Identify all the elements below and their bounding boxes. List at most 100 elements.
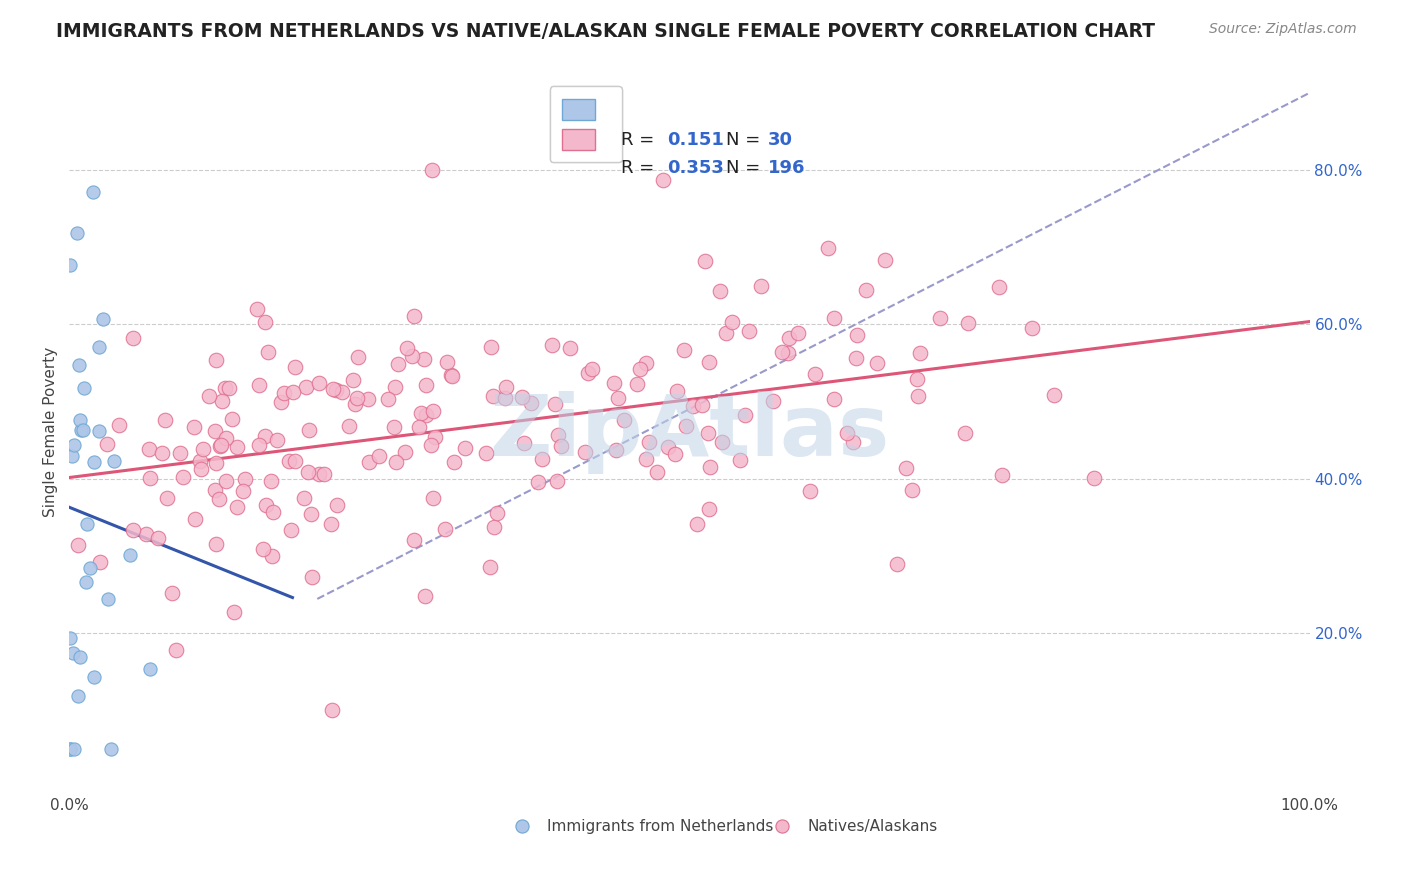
Point bbox=[297, 465, 319, 479]
Point bbox=[953, 425, 976, 440]
Point bbox=[387, 357, 409, 371]
Point bbox=[510, 390, 533, 404]
Point bbox=[72, 423, 94, 437]
Point bbox=[799, 483, 821, 498]
Point bbox=[97, 592, 120, 607]
Y-axis label: Single Female Poverty: Single Female Poverty bbox=[44, 347, 58, 517]
Point bbox=[292, 491, 315, 505]
Legend: , : , bbox=[550, 87, 621, 162]
Point bbox=[321, 516, 343, 531]
Point bbox=[66, 538, 89, 552]
Point bbox=[146, 531, 169, 545]
Point bbox=[260, 474, 283, 488]
Point bbox=[138, 442, 160, 456]
Point bbox=[70, 423, 93, 437]
Point bbox=[59, 631, 82, 645]
Point bbox=[73, 380, 96, 394]
Point bbox=[394, 445, 416, 459]
Point bbox=[60, 449, 83, 463]
Point bbox=[436, 355, 458, 369]
Point bbox=[153, 413, 176, 427]
Point bbox=[479, 340, 502, 354]
Point bbox=[422, 404, 444, 418]
Point bbox=[190, 462, 212, 476]
Point bbox=[100, 741, 122, 756]
Point bbox=[280, 523, 302, 537]
Point bbox=[835, 426, 858, 441]
Text: 30: 30 bbox=[768, 131, 793, 149]
Point bbox=[1042, 388, 1064, 402]
Point bbox=[786, 326, 808, 341]
Point bbox=[770, 822, 793, 837]
Point bbox=[252, 541, 274, 556]
Point bbox=[59, 258, 82, 272]
Point bbox=[699, 460, 721, 475]
Point bbox=[385, 455, 408, 469]
Point bbox=[150, 446, 173, 460]
Point bbox=[845, 327, 868, 342]
Point bbox=[59, 741, 82, 756]
Point bbox=[682, 400, 704, 414]
Point bbox=[208, 492, 231, 507]
Point bbox=[91, 312, 114, 326]
Point bbox=[770, 344, 793, 359]
Point bbox=[377, 392, 399, 407]
Point bbox=[295, 380, 318, 394]
Point bbox=[905, 372, 928, 386]
Point bbox=[402, 309, 425, 323]
Point bbox=[550, 439, 572, 453]
Point bbox=[211, 394, 233, 409]
Point bbox=[672, 343, 695, 357]
Point bbox=[482, 519, 505, 533]
Text: IMMIGRANTS FROM NETHERLANDS VS NATIVE/ALASKAN SINGLE FEMALE POVERTY CORRELATION : IMMIGRANTS FROM NETHERLANDS VS NATIVE/AL… bbox=[56, 22, 1156, 41]
Point bbox=[198, 389, 221, 403]
Point bbox=[63, 437, 86, 451]
Point bbox=[343, 397, 366, 411]
Point bbox=[530, 452, 553, 467]
Point bbox=[139, 470, 162, 484]
Point bbox=[886, 557, 908, 571]
Point bbox=[817, 241, 839, 255]
Point bbox=[605, 442, 627, 457]
Point bbox=[396, 341, 419, 355]
Point bbox=[1083, 471, 1105, 485]
Point bbox=[749, 279, 772, 293]
Point bbox=[494, 391, 516, 405]
Point bbox=[908, 346, 931, 360]
Point bbox=[183, 420, 205, 434]
Text: R =: R = bbox=[620, 159, 659, 177]
Point bbox=[423, 430, 446, 444]
Point bbox=[603, 376, 626, 391]
Point bbox=[402, 533, 425, 547]
Point bbox=[184, 512, 207, 526]
Point bbox=[218, 381, 240, 395]
Point bbox=[512, 436, 534, 450]
Point bbox=[233, 472, 256, 486]
Point bbox=[613, 413, 636, 427]
Point bbox=[83, 670, 105, 684]
Point bbox=[83, 455, 105, 469]
Point bbox=[193, 442, 215, 457]
Point bbox=[204, 537, 226, 551]
Point bbox=[607, 391, 630, 405]
Point bbox=[270, 395, 292, 409]
Point bbox=[675, 418, 697, 433]
Point bbox=[495, 380, 517, 394]
Point bbox=[135, 527, 157, 541]
Point bbox=[82, 185, 104, 199]
Text: Immigrants from Netherlands: Immigrants from Netherlands bbox=[547, 819, 773, 834]
Point bbox=[558, 341, 581, 355]
Point bbox=[156, 491, 179, 505]
Point bbox=[823, 392, 845, 407]
Point bbox=[415, 408, 437, 422]
Point bbox=[165, 643, 187, 657]
Point bbox=[409, 407, 432, 421]
Point bbox=[254, 498, 277, 512]
Point bbox=[651, 173, 673, 187]
Point bbox=[89, 555, 111, 569]
Point bbox=[401, 349, 423, 363]
Point bbox=[62, 741, 84, 756]
Point bbox=[990, 468, 1012, 483]
Point bbox=[69, 650, 91, 665]
Point bbox=[326, 499, 349, 513]
